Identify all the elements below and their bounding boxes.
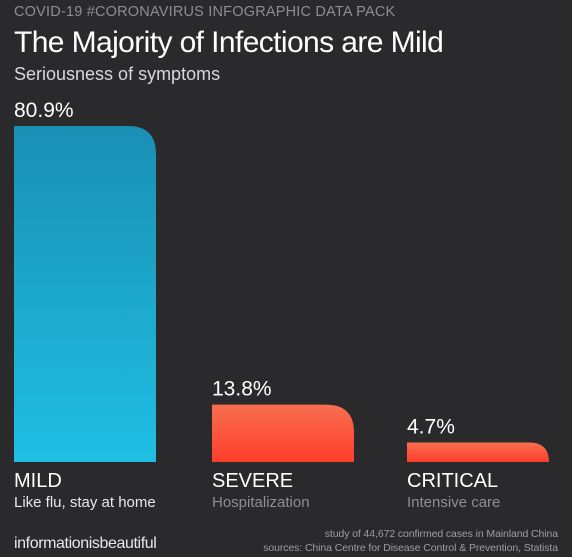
value-label-critical: 4.7% bbox=[407, 415, 455, 438]
value-label-severe: 13.8% bbox=[212, 378, 272, 401]
category-description-critical: Intensive care bbox=[407, 494, 500, 511]
category-description-mild: Like flu, stay at home bbox=[14, 494, 156, 511]
category-label-critical: CRITICAL bbox=[407, 470, 498, 492]
value-label-mild: 80.9% bbox=[14, 99, 74, 122]
chart-title: The Majority of Infections are Mild bbox=[14, 26, 444, 59]
brand-logo-text: informationisbeautiful bbox=[14, 535, 157, 552]
study-note: study of 44,672 confirmed cases in Mainl… bbox=[324, 528, 558, 540]
bar-critical bbox=[407, 442, 549, 462]
category-label-severe: SEVERE bbox=[212, 470, 293, 492]
bar-severe bbox=[212, 404, 354, 462]
sources-note: sources: China Centre for Disease Contro… bbox=[263, 542, 558, 554]
bar-chart: 80.9% MILD Like flu, stay at home 13.8% SEVE… bbox=[14, 99, 549, 511]
chart-subtitle: Seriousness of symptoms bbox=[14, 64, 221, 84]
category-description-severe: Hospitalization bbox=[212, 494, 310, 511]
infographic-series-label: COVID-19 #CORONAVIRUS INFOGRAPHIC DATA P… bbox=[14, 4, 396, 20]
bar-mild bbox=[14, 126, 156, 462]
category-label-mild: MILD bbox=[14, 470, 62, 492]
